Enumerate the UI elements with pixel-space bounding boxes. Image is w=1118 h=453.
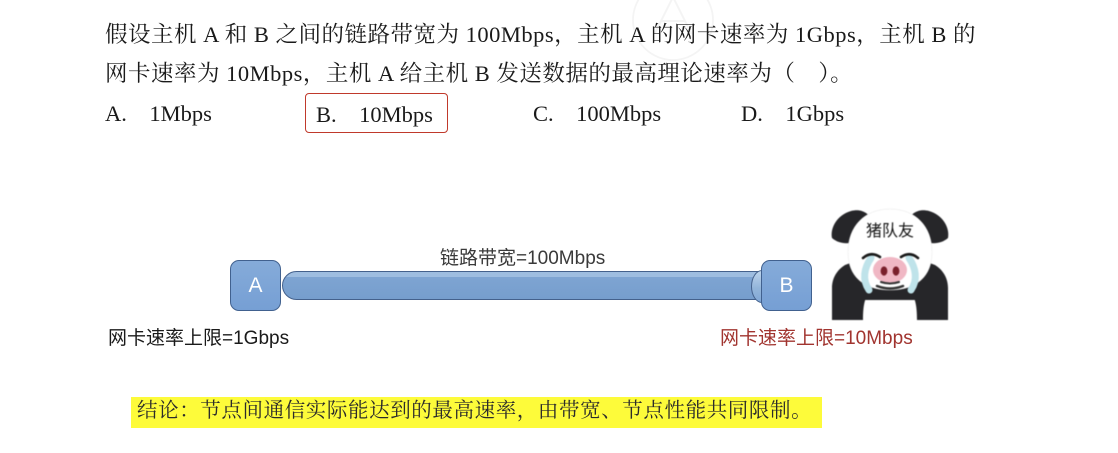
svg-text:猪队友: 猪队友 (866, 217, 914, 241)
